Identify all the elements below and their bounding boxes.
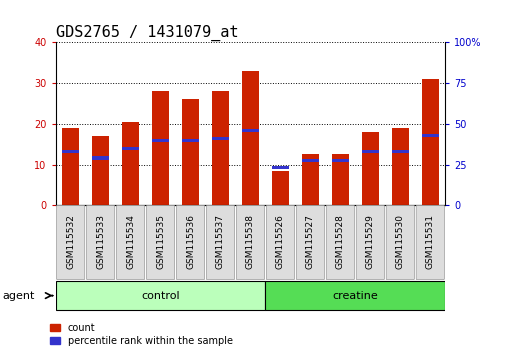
FancyBboxPatch shape (265, 281, 444, 310)
FancyBboxPatch shape (176, 205, 204, 280)
Text: GDS2765 / 1431079_at: GDS2765 / 1431079_at (56, 25, 238, 41)
Bar (391, 150, 408, 153)
Bar (92, 156, 109, 160)
FancyBboxPatch shape (146, 205, 174, 280)
Text: control: control (141, 291, 179, 301)
Legend: count, percentile rank within the sample: count, percentile rank within the sample (50, 323, 232, 346)
Text: GSM115536: GSM115536 (186, 214, 194, 269)
Bar (212, 137, 228, 140)
FancyBboxPatch shape (116, 205, 144, 280)
Bar (62, 150, 79, 153)
FancyBboxPatch shape (326, 205, 354, 280)
Text: GSM115535: GSM115535 (156, 214, 165, 269)
FancyBboxPatch shape (416, 205, 443, 280)
Bar (62, 128, 79, 205)
FancyBboxPatch shape (56, 281, 265, 310)
Text: GSM115532: GSM115532 (66, 214, 75, 269)
Bar (272, 166, 288, 170)
Bar (331, 154, 348, 205)
FancyBboxPatch shape (86, 205, 115, 280)
Text: GSM115531: GSM115531 (425, 214, 434, 269)
FancyBboxPatch shape (356, 205, 384, 280)
Text: GSM115527: GSM115527 (306, 214, 314, 269)
FancyBboxPatch shape (236, 205, 264, 280)
Text: GSM115538: GSM115538 (245, 214, 255, 269)
Bar (301, 154, 318, 205)
FancyBboxPatch shape (266, 205, 294, 280)
FancyBboxPatch shape (296, 205, 324, 280)
Bar (362, 132, 378, 205)
Text: creatine: creatine (332, 291, 378, 301)
Text: GSM115526: GSM115526 (275, 214, 284, 269)
Bar (301, 159, 318, 162)
Bar (362, 150, 378, 153)
Text: GSM115537: GSM115537 (216, 214, 225, 269)
Bar (242, 71, 258, 205)
Bar (122, 122, 138, 205)
Bar (122, 147, 138, 150)
Text: GSM115529: GSM115529 (365, 214, 374, 269)
Bar (272, 171, 288, 205)
FancyBboxPatch shape (57, 205, 84, 280)
FancyBboxPatch shape (385, 205, 414, 280)
Bar (242, 129, 258, 132)
Text: GSM115528: GSM115528 (335, 214, 344, 269)
Text: GSM115533: GSM115533 (96, 214, 105, 269)
Bar (212, 91, 228, 205)
Bar (152, 138, 169, 142)
Bar (152, 91, 169, 205)
Bar (182, 99, 198, 205)
Bar (391, 128, 408, 205)
Bar (421, 134, 438, 137)
Bar (92, 136, 109, 205)
Bar (421, 79, 438, 205)
Text: GSM115534: GSM115534 (126, 214, 135, 269)
FancyBboxPatch shape (206, 205, 234, 280)
Text: agent: agent (3, 291, 35, 301)
Bar (331, 159, 348, 162)
Bar (182, 138, 198, 142)
Text: GSM115530: GSM115530 (395, 214, 404, 269)
